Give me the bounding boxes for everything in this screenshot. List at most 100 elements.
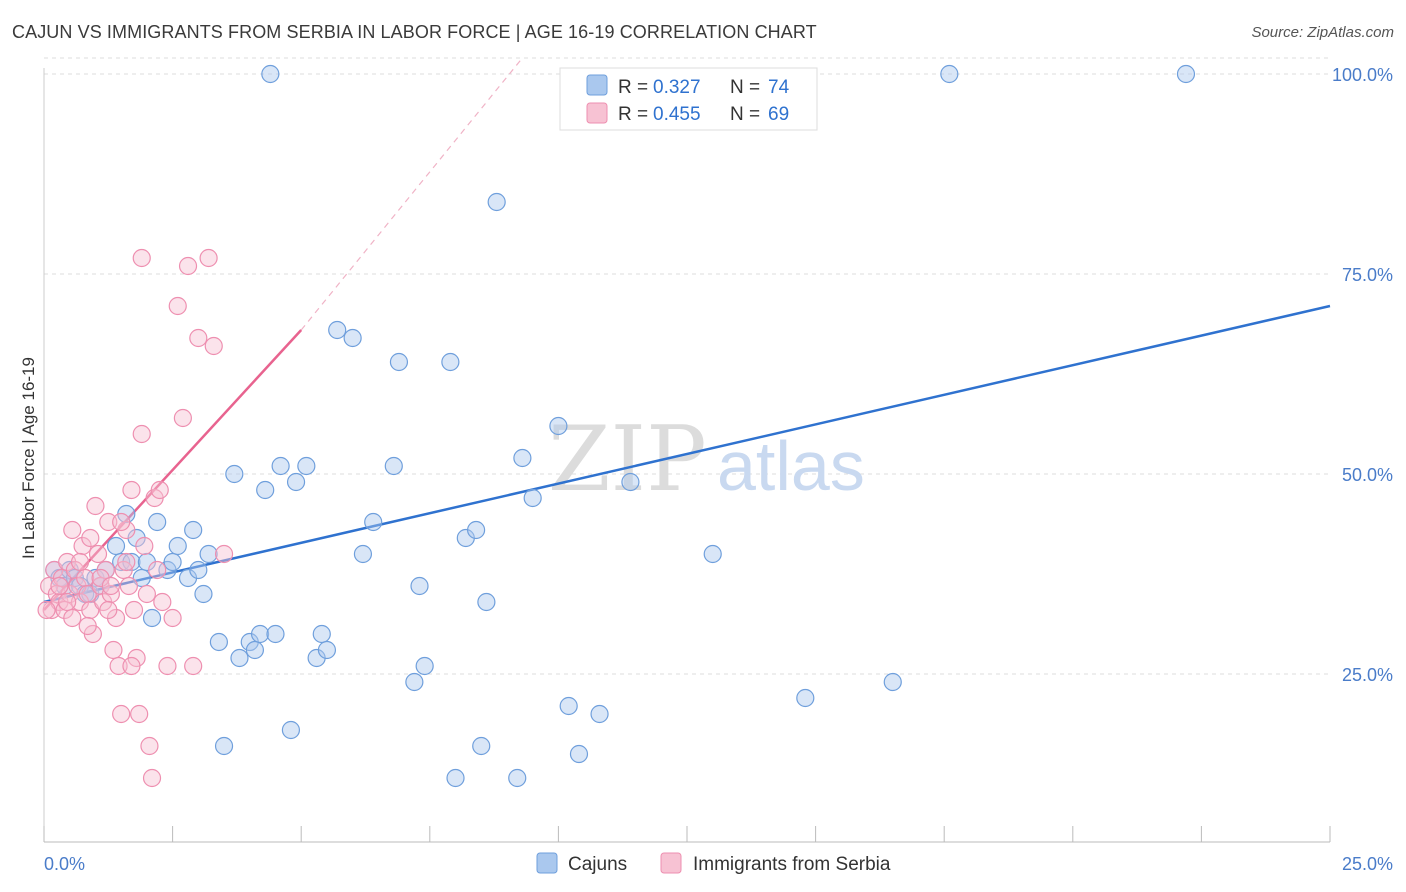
serbia-trend-line [43,329,303,611]
serbia-point [76,568,95,588]
cajun-point [549,416,568,436]
legend-swatch-cajuns [586,74,608,96]
cajun-point [446,768,465,788]
serbia-point [99,512,118,532]
bottom-legend-swatch-cajuns [536,852,558,874]
cajun-point [343,328,362,348]
legend-n-label-2: N = [730,104,760,125]
cajun-point [297,456,316,476]
cajun-point [209,632,228,652]
serbia-point [168,296,187,316]
serbia-point [135,536,154,556]
serbia-point [140,736,159,756]
cajun-point [281,720,301,740]
serbia-point [130,704,149,724]
cajun-point [487,192,506,212]
serbia-point [50,576,69,596]
cajun-point [513,448,532,468]
legend-r-value-cajuns: 0.327 [653,77,701,98]
x-tick-label-left: 0.0% [44,854,85,874]
cajun-point [559,696,578,716]
cajun-point [328,320,347,340]
legend-r-label-2: R = [618,104,648,125]
trend-lines [43,57,1331,611]
cajuns-points [45,64,1196,788]
cajun-point [940,64,959,84]
serbia-point [63,608,82,628]
cajun-point [184,520,203,540]
bottom-legend-serbia: Immigrants from Serbia [693,854,891,875]
serbia-point [122,656,141,676]
serbia-point [112,704,131,724]
legend-n-value-cajuns: 74 [768,77,790,98]
serbia-point [70,552,90,572]
serbia-point [124,600,144,620]
cajun-point [405,672,424,692]
cajun-point [1176,64,1196,84]
cajun-point [148,512,167,532]
serbia-point [58,592,77,612]
cajun-point [410,576,429,596]
serbia-point [81,528,100,548]
serbia-point [199,248,218,268]
serbia-point [148,560,167,580]
cajun-point [441,352,460,372]
cajun-point [250,624,270,644]
cajun-point [266,624,285,644]
cajun-point [256,480,275,500]
serbia-point [214,544,234,564]
serbia-point [119,576,138,596]
y-tick-label: 25.0% [1342,665,1393,685]
serbia-point [189,328,208,348]
serbia-point [63,520,82,540]
cajun-point [415,656,434,676]
serbia-point [178,256,198,276]
cajun-point [106,536,126,556]
serbia-point [142,768,162,788]
serbia-point [158,656,177,676]
serbia-point [117,552,136,572]
cajun-point [384,456,403,476]
bottom-legend-cajuns: Cajuns [568,854,627,875]
gridlines [44,57,1330,675]
series-legend: Cajuns Immigrants from Serbia [536,852,891,875]
y-tick-label: 75.0% [1342,265,1393,285]
cajun-point [317,640,337,660]
cajun-point [466,520,486,540]
serbia-point [86,496,105,516]
chart-title: CAJUN VS IMMIGRANTS FROM SERBIA IN LABOR… [12,22,817,42]
cajun-point [271,456,290,476]
cajun-point [389,352,409,372]
serbia-points [37,248,234,788]
legend-n-label: N = [730,77,760,98]
cajun-point [230,648,249,668]
cajun-point [477,592,496,612]
axes [43,68,1331,843]
cajun-point [472,736,491,756]
cajun-point [199,544,218,564]
bottom-legend-swatch-serbia [660,852,682,874]
cajun-point [163,552,182,572]
serbia-point [109,656,128,676]
serbia-point [112,512,131,532]
serbia-point [104,640,123,660]
cajun-point [883,672,902,692]
cajun-point [261,64,280,84]
serbia-point [163,608,182,628]
cajun-point [508,768,527,788]
serbia-point [132,248,151,268]
legend-swatch-serbia [586,102,608,124]
cajun-point [286,472,306,492]
x-tick-label-right: 25.0% [1342,854,1393,874]
cajun-point [312,624,331,644]
serbia-point [101,576,120,596]
watermark: ZIP atlas [548,407,865,512]
serbia-point [204,336,223,356]
cajun-point [353,544,373,564]
cajun-point [245,640,265,660]
serbia-trend-extension [300,57,523,331]
serbia-point [37,600,56,620]
serbia-point [88,544,108,564]
y-tick-label: 100.0% [1332,65,1393,85]
serbia-point [153,592,172,612]
